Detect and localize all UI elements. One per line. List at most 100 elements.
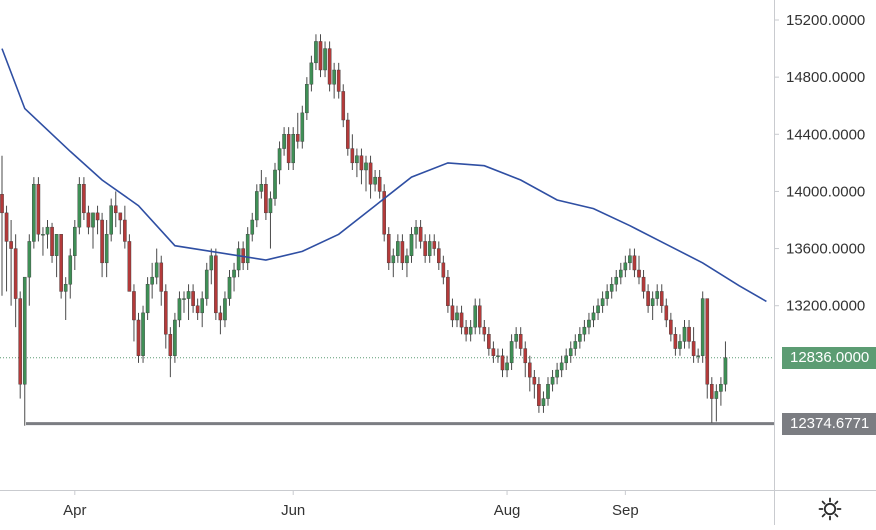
candle (123, 205, 127, 249)
last-price-label: 12836.0000 (782, 346, 876, 369)
candle-body (637, 269, 641, 278)
candle-body (264, 184, 268, 214)
candle (286, 127, 291, 170)
candle-body (32, 184, 36, 242)
candle (72, 220, 77, 270)
candle (245, 227, 250, 270)
candle-body (332, 69, 336, 85)
candle-body (650, 298, 655, 306)
candle (528, 355, 532, 392)
y-tick-label: 13200.0000 (786, 298, 865, 315)
candle-body (468, 326, 473, 335)
candle-body (295, 134, 300, 142)
candle (691, 327, 696, 363)
candle-body (177, 298, 182, 321)
candle (191, 284, 195, 313)
candle-body (27, 241, 32, 278)
candle (109, 198, 113, 242)
candle (13, 234, 18, 328)
candle (405, 248, 409, 278)
candle-body (145, 284, 150, 314)
candle (359, 148, 364, 185)
gear-icon (818, 497, 842, 521)
candle (537, 377, 541, 413)
candle-body (54, 234, 59, 256)
candle-body (537, 384, 541, 406)
candle (95, 205, 100, 235)
candle-body (391, 255, 396, 264)
candle (54, 234, 59, 278)
candle (336, 62, 341, 99)
candle-body (45, 226, 50, 235)
candle-body (482, 326, 487, 335)
candle (291, 127, 296, 170)
candle-body (710, 384, 714, 399)
candle-body (286, 134, 291, 164)
candle (541, 391, 546, 413)
candle (195, 298, 200, 320)
candle-body (127, 241, 132, 292)
candle-body (596, 305, 600, 314)
candle-body (191, 291, 195, 306)
candle-body (496, 355, 500, 357)
candle (386, 227, 391, 270)
candle (568, 341, 573, 363)
candle (514, 327, 518, 349)
candle (650, 291, 655, 320)
candle-body (396, 241, 400, 256)
candle-body (41, 234, 45, 236)
candle (382, 184, 387, 242)
candle (487, 327, 491, 356)
candle-body (182, 298, 186, 300)
candle-body (314, 41, 318, 64)
candle (609, 277, 614, 299)
candle (86, 205, 91, 235)
candle (659, 284, 664, 313)
candle (22, 276, 27, 426)
candle (277, 141, 282, 185)
candle (355, 148, 359, 178)
candle-body (582, 326, 587, 335)
candle (646, 284, 650, 313)
candle (719, 377, 723, 406)
candle-body (382, 191, 387, 235)
candle (578, 327, 582, 349)
candle-body (628, 255, 632, 264)
candle-body (500, 355, 505, 371)
candle-body (327, 48, 332, 85)
candle-body (4, 212, 9, 242)
candle-body (254, 191, 259, 221)
candle-body (36, 184, 41, 235)
candle (628, 248, 632, 270)
candle-body (113, 205, 118, 214)
candle (518, 327, 523, 356)
candle (605, 284, 609, 306)
candle-body (477, 305, 482, 328)
candle-body (104, 234, 109, 264)
candle-body (646, 291, 650, 306)
candle (377, 170, 382, 199)
candle-body (82, 184, 86, 214)
candle (559, 355, 564, 378)
candle-body (141, 312, 145, 356)
candle-body (227, 276, 232, 299)
settings-button[interactable] (818, 497, 842, 521)
candle-body (136, 319, 141, 356)
candle (632, 248, 637, 278)
candle (27, 234, 32, 306)
candle-body (473, 305, 478, 328)
candle (423, 234, 427, 263)
candle-body (100, 219, 104, 264)
candle (259, 170, 264, 199)
candle (77, 177, 82, 235)
candle-body (123, 219, 127, 242)
candle (168, 327, 173, 378)
candle-body (282, 134, 286, 149)
candle (637, 255, 641, 285)
candle-body (678, 341, 682, 349)
candle (173, 312, 177, 363)
candle (141, 305, 145, 363)
candle-body (336, 69, 341, 92)
